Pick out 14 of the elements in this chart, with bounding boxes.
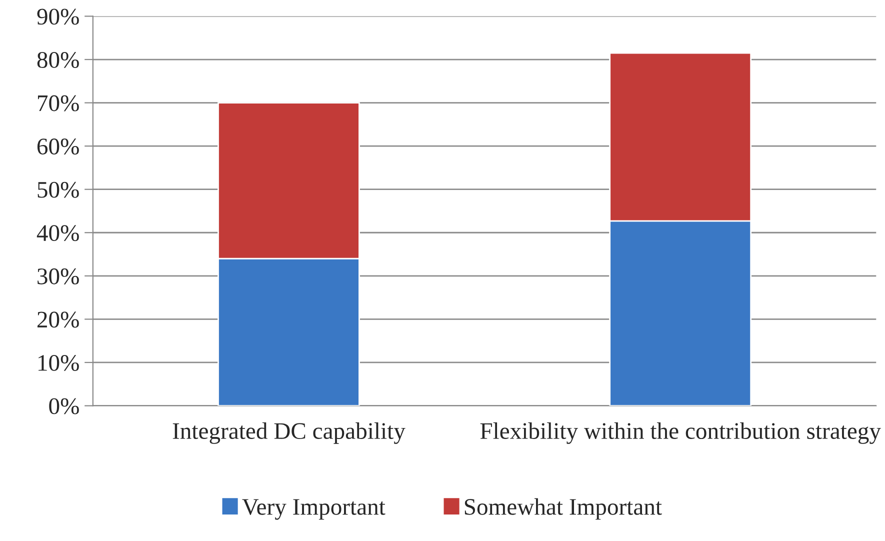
y-tick-label: 60% <box>37 138 79 155</box>
y-tick-label: 10% <box>38 354 79 371</box>
y-tick-label: 80% <box>37 52 79 68</box>
y-tick-label: 40% <box>36 225 79 242</box>
y-tick-label: 20% <box>37 312 79 328</box>
x-tick-label: Integrated DC capability <box>172 422 406 444</box>
legend-label: Somewhat Important <box>464 498 662 520</box>
y-tick-label: 0% <box>49 398 79 414</box>
y-tick-label: 70% <box>38 95 79 112</box>
legend-label: Very Important <box>242 499 386 520</box>
y-tick-label: 90% <box>37 8 79 25</box>
x-tick-label: Flexibility within the contribution strategy <box>480 422 881 444</box>
y-tick-label: 50% <box>38 182 79 198</box>
y-tick-label: 30% <box>38 268 79 284</box>
